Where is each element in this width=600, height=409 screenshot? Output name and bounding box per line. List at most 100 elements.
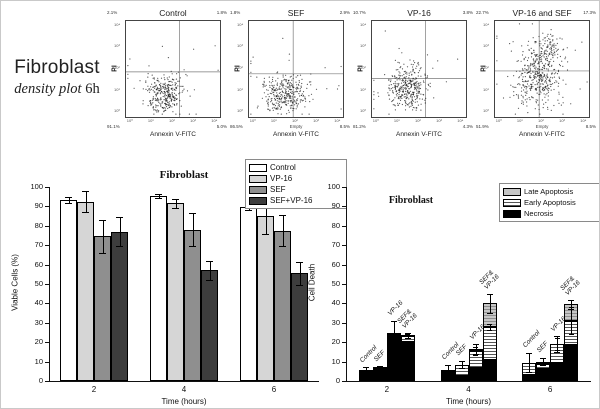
scatter-dot (530, 56, 533, 58)
scatter-dot (160, 97, 162, 99)
flow-xtick: 10² (538, 118, 544, 123)
scatter-dot (411, 96, 413, 98)
scatter-dot (165, 94, 167, 97)
death-error-cap-top (568, 299, 575, 301)
death-error-cap-bottom (526, 372, 533, 374)
scatter-dot (417, 61, 419, 64)
viable-ytick-label: 90 (34, 201, 43, 211)
viable-xtick-label: 2 (91, 385, 97, 394)
scatter-dot (394, 104, 396, 106)
quadrant-pct-upper-left: 1.8% (230, 10, 241, 15)
scatter-dot (395, 91, 397, 93)
scatter-dot (527, 65, 529, 67)
scatter-dot (188, 113, 190, 115)
scatter-dot (394, 59, 396, 62)
scatter-dot (535, 66, 537, 68)
scatter-dot (398, 82, 400, 85)
scatter-dot (163, 77, 165, 79)
scatter-dot (537, 68, 539, 70)
scatter-dot (532, 64, 534, 66)
scatter-dot (407, 92, 409, 94)
scatter-dot (279, 85, 281, 87)
scatter-dot (517, 94, 519, 96)
scatter-dot (541, 76, 543, 78)
scatter-dot (276, 94, 279, 96)
scatter-dot (170, 80, 172, 82)
scatter-dot (154, 97, 156, 100)
scatter-dot (409, 96, 411, 98)
scatter-dot (549, 38, 551, 40)
scatter-dot (297, 83, 299, 85)
scatter-dot (547, 95, 549, 97)
scatter-dot (535, 87, 537, 89)
scatter-dot (308, 95, 310, 97)
scatter-dot (283, 84, 285, 86)
chart-title: Fibroblast (159, 169, 209, 181)
viable-xtick-label: 4 (181, 385, 187, 394)
scatter-dot (289, 76, 291, 78)
scatter-dot (531, 23, 533, 25)
scatter-dot (522, 103, 524, 105)
scatter-dot (553, 43, 555, 45)
scatter-dot (533, 67, 536, 69)
viable-xaxis-title: Time (hours) (161, 397, 207, 406)
scatter-dot (526, 83, 529, 85)
scatter-dot (394, 105, 396, 107)
scatter-dot (405, 72, 407, 74)
death-ytick-mark (342, 264, 346, 266)
scatter-dot (302, 95, 304, 97)
scatter-dot (150, 101, 152, 103)
quadrant-pct-lower-right: 8.5% (585, 124, 596, 129)
scatter-dot (145, 81, 147, 83)
scatter-dot (284, 78, 286, 80)
scatter-dot (539, 79, 541, 81)
scatter-dot (284, 94, 286, 97)
scatter-dot (550, 29, 552, 31)
scatter-dot (129, 58, 131, 60)
scatter-dot (553, 60, 555, 63)
scatter-dot (273, 95, 275, 97)
bar-VP-16 (77, 201, 94, 381)
scatter-dot (250, 62, 252, 65)
scatter-dot (390, 84, 392, 86)
legend-row-Control: Control (249, 162, 343, 173)
death-error-cap-top (444, 364, 451, 366)
scatter-dot (310, 73, 312, 75)
scatter-dot (558, 93, 560, 95)
flow-ytick: 10¹ (360, 86, 366, 92)
scatter-dot (166, 104, 168, 106)
scatter-dot (299, 90, 302, 92)
scatter-dot (531, 87, 533, 89)
scatter-dot (394, 76, 396, 78)
scatter-dot (538, 66, 540, 68)
scatter-dot (530, 72, 532, 75)
scatter-dot (160, 84, 162, 87)
scatter-dot (388, 113, 390, 115)
scatter-dot (565, 83, 567, 85)
scatter-dot (543, 75, 545, 77)
viable-error-cap-bottom (262, 233, 269, 235)
scatter-dot (288, 59, 290, 61)
viable-error-line (209, 260, 211, 281)
scatter-dot (401, 88, 403, 90)
scatter-dot (288, 111, 290, 113)
scatter-dot (533, 62, 535, 64)
scatter-dot (299, 88, 301, 90)
scatter-dot (534, 65, 536, 67)
scatter-dot (425, 88, 427, 90)
scatter-dot (541, 79, 543, 81)
scatter-dot (290, 83, 292, 85)
scatter-dot (265, 84, 267, 86)
viable-error-cap-top (206, 260, 213, 262)
scatter-dot (315, 88, 318, 90)
scatter-dot (425, 97, 427, 99)
side-label-subtitle-suffix: 6h (85, 81, 100, 97)
scatter-dot (540, 78, 542, 80)
scatter-dot (540, 61, 542, 63)
scatter-dot (529, 99, 531, 101)
scatter-dot (286, 79, 288, 81)
scatter-dot (579, 88, 581, 90)
scatter-dot (534, 89, 536, 91)
scatter-dot (289, 95, 292, 97)
scatter-dot (544, 40, 546, 42)
